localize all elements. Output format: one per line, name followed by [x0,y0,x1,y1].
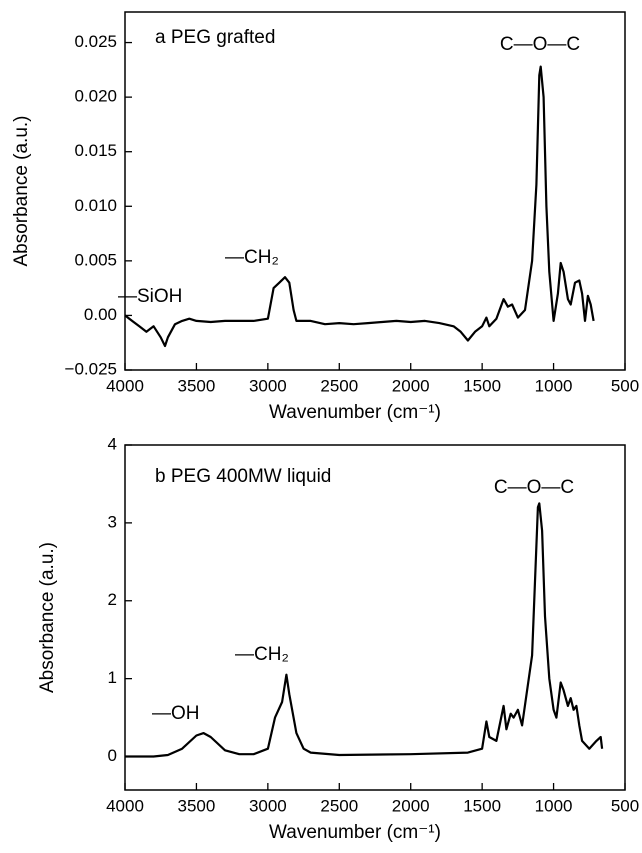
x-tick-label: 4000 [106,796,144,815]
y-tick-label: 1 [108,668,117,687]
x-tick-label: 500 [611,376,639,395]
plot-frame [124,11,626,371]
annotation: —OH [152,703,200,724]
spectrum-line [125,502,604,758]
y-tick-label: 2 [108,590,117,609]
y-tick-label: 0.00 [84,305,117,324]
y-tick-label: 4 [108,434,117,453]
x-tick-label: 1500 [463,796,501,815]
x-axis-label: Wavenumber (cm⁻¹) [269,402,441,423]
annotation: —CH₂ [235,644,289,665]
annotation: b PEG 400MW liquid [155,466,331,487]
x-tick-label: 1500 [463,376,501,395]
y-tick-label: 0.020 [74,87,117,106]
plot-frame [124,444,626,791]
x-tick-label: 3500 [178,376,216,395]
x-tick-label: 1000 [535,376,573,395]
x-tick-label: 4000 [106,376,144,395]
annotation: —SiOH [118,286,182,307]
x-axis-label: Wavenumber (cm⁻¹) [269,822,441,843]
x-tick-label: 2000 [392,376,430,395]
x-tick-label: 500 [611,796,639,815]
annotation: —CH₂ [225,247,279,268]
annotation: C—O—C [494,477,574,498]
y-axis-label: Absorbance (a.u.) [11,115,32,266]
spectrum-line [124,65,595,348]
y-tick-label: 0.025 [74,32,117,51]
y-tick-label: −0.025 [65,359,117,378]
y-tick-label: 3 [108,512,117,531]
x-tick-label: 3000 [249,376,287,395]
x-tick-label: 2500 [320,376,358,395]
x-tick-label: 2000 [392,796,430,815]
x-tick-label: 1000 [535,796,573,815]
y-tick-label: 0.005 [74,250,117,269]
x-tick-label: 2500 [320,796,358,815]
y-axis-label: Absorbance (a.u.) [37,542,58,693]
y-tick-label: 0.010 [74,196,117,215]
y-tick-label: 0.015 [74,141,117,160]
x-tick-label: 3500 [178,796,216,815]
y-tick-label: 0 [108,746,117,765]
annotation: C—O—C [500,34,580,55]
annotation: a PEG grafted [155,27,275,48]
x-tick-label: 3000 [249,796,287,815]
